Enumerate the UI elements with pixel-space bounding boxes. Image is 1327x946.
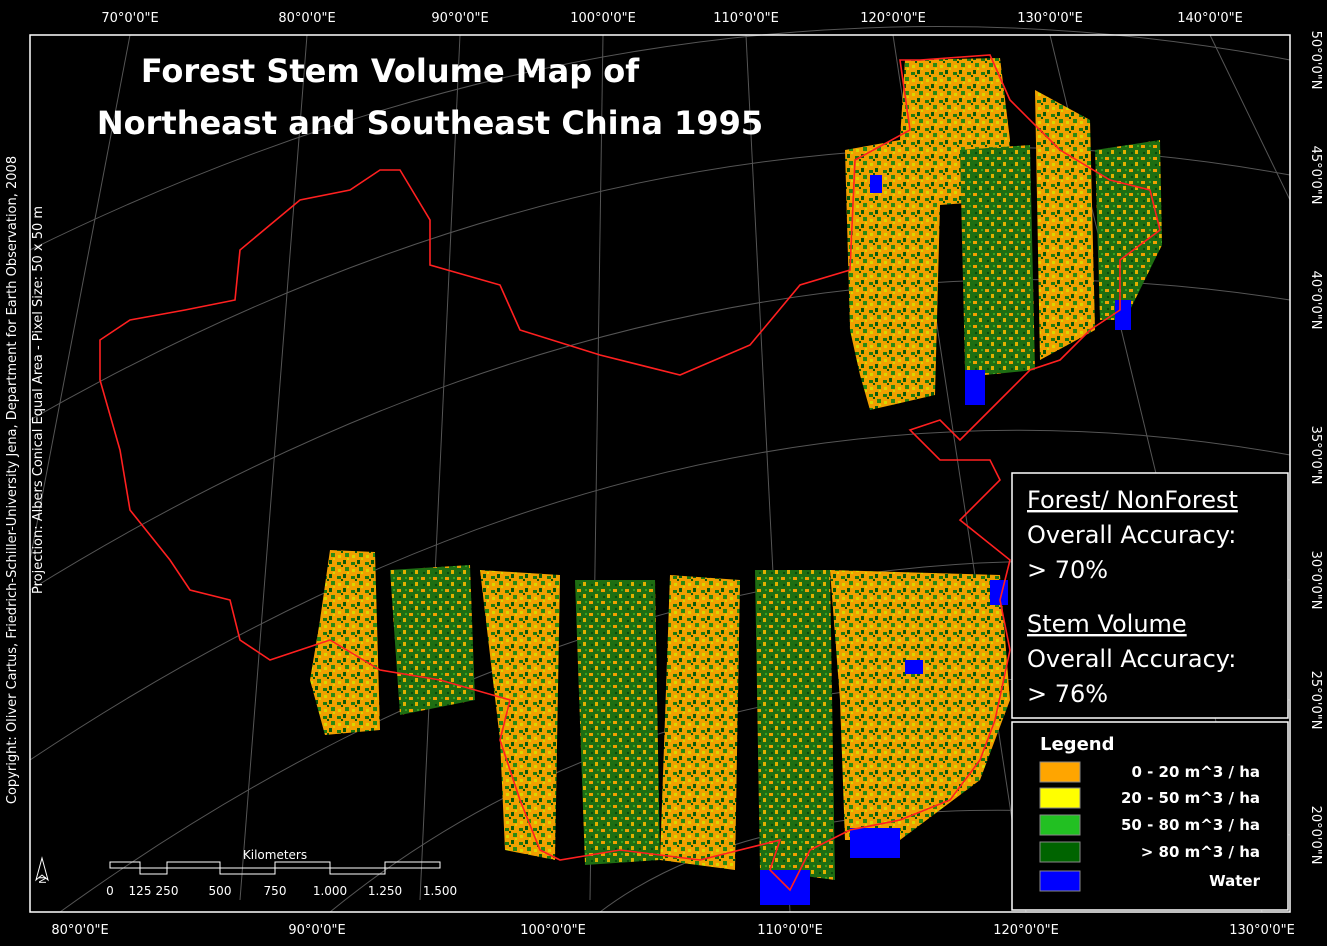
accuracy-label: Overall Accuracy:: [1027, 521, 1236, 549]
legend-title: Legend: [1040, 734, 1114, 755]
accuracy-label: Overall Accuracy:: [1027, 645, 1236, 673]
title-line: Northeast and Southeast China 1995: [97, 104, 763, 142]
scale-label: 125: [129, 884, 152, 898]
top-label: 100°0'0"E: [570, 11, 636, 26]
scale-label: 500: [209, 884, 232, 898]
legend-label: > 80 m^3 / ha: [1141, 843, 1260, 861]
scale-segment: [139, 867, 168, 875]
bottom-label: 120°0'0"E: [993, 923, 1059, 938]
top-label: 110°0'0"E: [713, 11, 779, 26]
accuracy-value: > 70%: [1027, 556, 1108, 584]
scale-segment: [384, 861, 441, 869]
scale-segment: [166, 861, 221, 869]
scale-segment: [219, 867, 276, 875]
top-label: 120°0'0"E: [860, 11, 926, 26]
legend-label: 20 - 50 m^3 / ha: [1121, 789, 1260, 807]
scale-segment: [274, 861, 331, 869]
north-arrow: [35, 856, 49, 882]
right-label: 25°0'0"N: [1308, 671, 1323, 730]
right-label: 50°0'0"N: [1308, 31, 1323, 90]
right-label: 40°0'0"N: [1308, 271, 1323, 330]
scale-label: 1.000: [313, 884, 347, 898]
legend-swatch: [1039, 761, 1081, 783]
legend-swatch: [1039, 814, 1081, 836]
bottom-label: 100°0'0"E: [520, 923, 586, 938]
accuracy-heading: Forest/ NonForest: [1027, 486, 1238, 514]
bottom-label: 130°0'0"E: [1229, 923, 1295, 938]
credit: Projection: Albers Conical Equal Area - …: [31, 206, 46, 594]
scale-title: Kilometers: [243, 848, 307, 862]
credit: Copyright: Oliver Cartus, Friedrich-Schi…: [5, 156, 20, 804]
scale-label: 750: [264, 884, 287, 898]
right-label: 45°0'0"N: [1308, 146, 1323, 205]
right-label: 30°0'0"N: [1308, 551, 1323, 610]
accuracy-heading: Stem Volume: [1027, 610, 1187, 638]
legend-label: 50 - 80 m^3 / ha: [1121, 816, 1260, 834]
top-label: 80°0'0"E: [278, 11, 335, 26]
accuracy-value: > 76%: [1027, 680, 1108, 708]
scale-label: 0: [106, 884, 114, 898]
china-border: [99, 54, 1161, 892]
top-label: 70°0'0"E: [101, 11, 158, 26]
bottom-label: 110°0'0"E: [757, 923, 823, 938]
scale-label: 1.500: [423, 884, 457, 898]
scale-label: 1.250: [368, 884, 402, 898]
north-label: N: [38, 876, 49, 883]
scale-label: 250: [156, 884, 179, 898]
top-label: 90°0'0"E: [431, 11, 488, 26]
right-label: 35°0'0"N: [1308, 426, 1323, 485]
legend-label: Water: [1209, 872, 1260, 890]
bottom-label: 80°0'0"E: [51, 923, 108, 938]
legend-swatch: [1039, 870, 1081, 892]
forest-strips: [310, 58, 1162, 905]
accuracy-box: [1011, 472, 1289, 719]
scale-segment: [109, 861, 141, 869]
legend-swatch: [1039, 787, 1081, 809]
legend-swatch: [1039, 841, 1081, 863]
bottom-label: 90°0'0"E: [288, 923, 345, 938]
title-line: Forest Stem Volume Map of: [141, 52, 640, 90]
legend-label: 0 - 20 m^3 / ha: [1131, 763, 1260, 781]
scale-segment: [329, 867, 386, 875]
right-label: 20°0'0"N: [1308, 806, 1323, 865]
top-label: 130°0'0"E: [1017, 11, 1083, 26]
top-label: 140°0'0"E: [1177, 11, 1243, 26]
map-frame: [29, 34, 1291, 913]
